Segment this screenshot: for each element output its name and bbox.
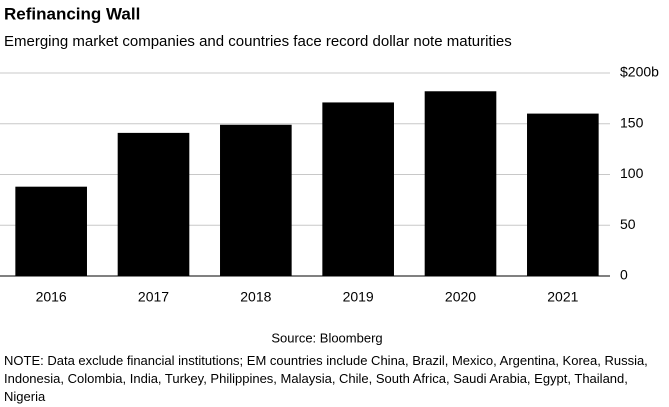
bar	[220, 124, 292, 276]
bar	[424, 91, 497, 277]
x-tick-label: 2021	[547, 289, 578, 305]
bar	[527, 113, 599, 276]
chart: Refinancing Wall Emerging market compani…	[0, 4, 659, 345]
note: NOTE: Data exclude financial institution…	[4, 353, 648, 404]
y-tick-label: 150	[620, 114, 644, 130]
chart-title: Refinancing Wall	[4, 4, 140, 23]
x-tick-label: 2017	[138, 289, 169, 305]
y-tick-label: 50	[620, 216, 636, 232]
source: Source: Bloomberg	[271, 330, 382, 345]
y-tick-label: 0	[620, 267, 628, 283]
x-tick-label: 2016	[36, 289, 67, 305]
x-tick-label: 2018	[240, 289, 271, 305]
bar	[322, 102, 394, 276]
bar	[15, 186, 87, 276]
x-tick-label: 2020	[445, 289, 476, 305]
x-tick-label: 2019	[343, 289, 374, 305]
bar	[117, 132, 190, 276]
y-tick-label: $200b	[620, 64, 659, 80]
y-tick-label: 100	[620, 165, 644, 181]
chart-subtitle: Emerging market companies and countries …	[4, 33, 512, 50]
